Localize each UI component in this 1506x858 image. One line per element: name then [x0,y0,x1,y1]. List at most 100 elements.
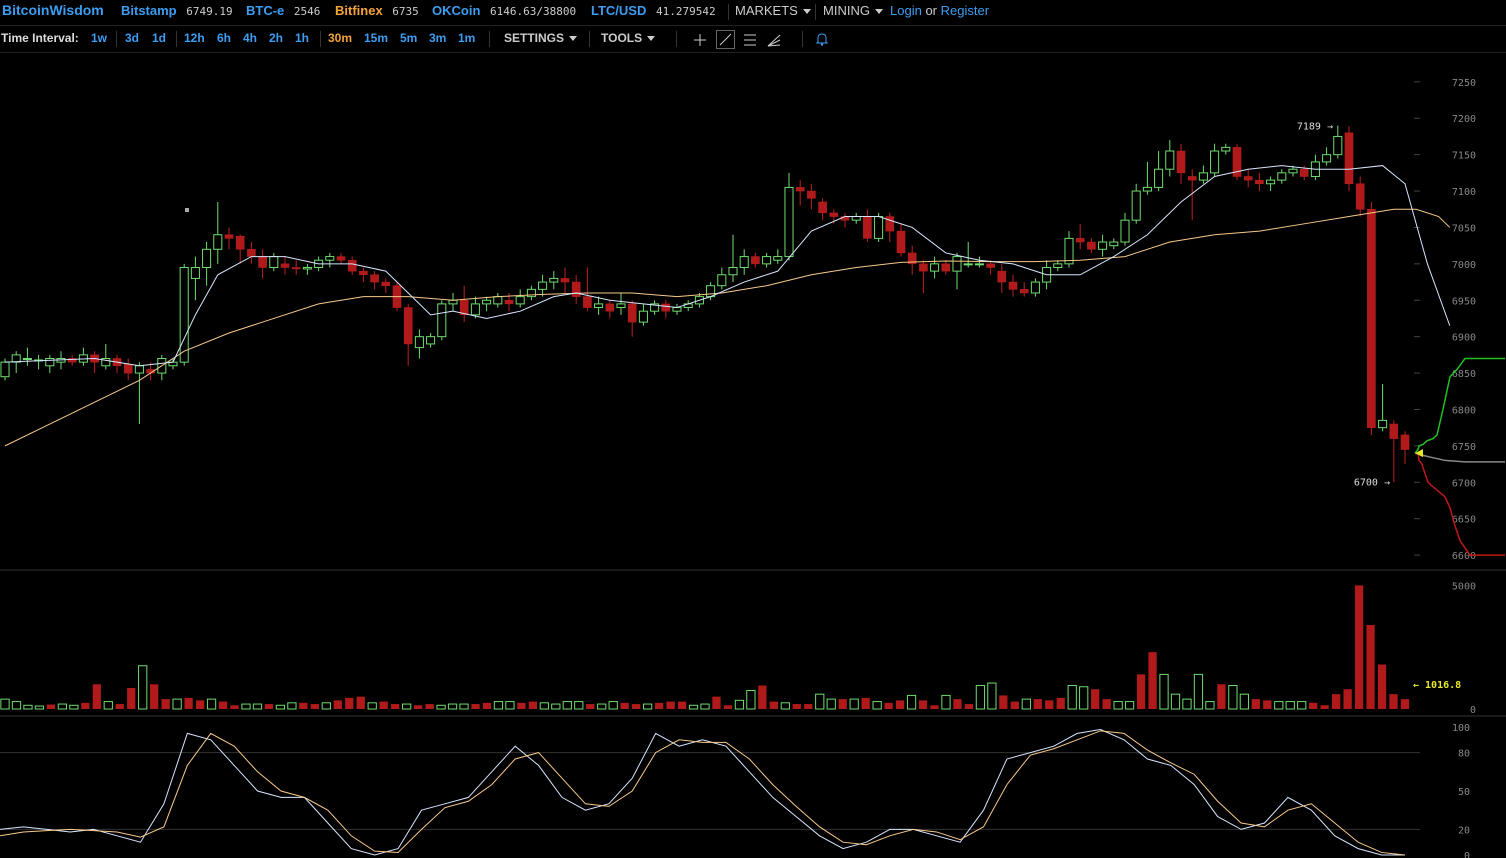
markets-menu[interactable]: MARKETS [735,3,811,18]
volume-bar-down [1045,700,1054,709]
ticker-btc-e[interactable]: BTC-e 2546 [246,3,320,18]
candle-body-up [414,336,424,349]
volume-bar-up [1239,693,1249,710]
stochastic-axis-tick-label: 20 [1458,825,1470,836]
volume-bar-down [964,704,974,709]
divider [489,31,490,47]
candle-body-up [325,256,335,261]
ticker-name: LTC/USD [591,3,647,18]
price-axis-tick-label: 7050 [1452,223,1476,234]
register-link[interactable]: Register [940,3,990,18]
volume-bar-down [230,705,239,709]
settings-label: SETTINGS [504,31,565,45]
volume-bar-down [1033,699,1042,709]
candle-body-down [235,235,245,250]
divider [320,31,321,47]
moving-average-slow-line [4,208,1451,447]
ticker-bitfinex[interactable]: Bitfinex 6735 [335,3,419,18]
volume-bar-up [987,682,997,710]
markets-label: MARKETS [735,3,798,18]
candle-body-up [851,216,861,221]
interval-12h[interactable]: 12h [184,31,205,45]
interval-3d[interactable]: 3d [125,31,140,45]
candle-body-up [739,256,749,268]
interval-3m[interactable]: 3m [429,31,447,45]
volume-bar-down [1217,684,1226,709]
price-axis-tick-label: 6850 [1452,369,1476,380]
volume-bar-down [884,702,893,709]
high-point-marker [185,208,189,212]
volume-bar-down [413,705,423,709]
volume-bar-down [1320,705,1329,709]
volume-bar-down [184,697,193,709]
candle-body-up [930,263,940,272]
volume-bar-down [379,701,388,709]
ticker-price: 2546 [293,5,321,18]
site-logo[interactable]: BitcoinWisdom [2,2,104,18]
volume-bar-up [1079,686,1089,710]
candle-body-up [963,263,973,266]
tools-label: TOOLS [601,31,643,45]
ticker-bitstamp[interactable]: Bitstamp 6749.19 [121,3,233,18]
interval-4h[interactable]: 4h [243,31,258,45]
interval-5m[interactable]: 5m [400,31,418,45]
candle-body-up [784,186,794,258]
interval-2h[interactable]: 2h [269,31,284,45]
volume-bar-up [436,704,446,710]
volume-bar-up [1113,701,1123,710]
ticker-name: Bitstamp [121,3,177,18]
or-text: or [925,3,937,18]
volume-bar-down [1102,699,1111,709]
volume-bar-down [666,701,675,709]
volume-bar-up [275,704,286,710]
horizontal-lines-icon[interactable] [742,32,758,48]
volume-bar-down [115,704,124,709]
price-axis-tick-label: 6650 [1452,515,1476,526]
price-axis-tick-label: 6750 [1452,442,1476,453]
price-axis-tick-label: 6600 [1452,551,1476,562]
interval-6h[interactable]: 6h [217,31,232,45]
candle-body-up [134,365,144,374]
candle-body-up [1266,179,1276,185]
volume-bar-up [815,693,825,710]
candle-body-down [829,212,839,217]
volume-bar-down [953,699,962,709]
volume-bar-up [138,665,148,710]
ticker-ltc-usd[interactable]: LTC/USD 41.279542 [591,3,716,18]
volume-bar-up [941,694,951,710]
volume-bar-down [804,704,813,709]
ticker-okcoin[interactable]: OKCoin 6146.63/38800 [432,3,576,18]
volume-bar-down [918,700,928,709]
candle-body-down [1075,238,1085,243]
interval-1d[interactable]: 1d [152,31,167,45]
interval-1h[interactable]: 1h [295,31,310,45]
volume-bar-down [1263,700,1272,709]
volume-bar-up [367,702,377,710]
trend-line-icon[interactable] [716,30,736,50]
ticker-name: OKCoin [432,3,481,18]
login-link[interactable]: Login [890,3,922,18]
candle-body-down [896,230,906,254]
volume-bar-down [391,704,400,709]
settings-menu[interactable]: SETTINGS [504,31,578,45]
ticker-name: BTC-e [246,3,285,18]
candle-body-down [605,303,615,312]
volume-bar-up [1124,701,1135,710]
volume-bar-up [252,703,263,710]
volume-bar-up [0,698,10,710]
interval-1w[interactable]: 1w [91,31,108,45]
tools-menu[interactable]: TOOLS [601,31,656,45]
crosshair-icon[interactable] [692,32,708,48]
fan-icon[interactable] [766,32,782,48]
interval-15m[interactable]: 15m [364,31,389,45]
mining-menu[interactable]: MINING [823,3,883,18]
candle-body-down [795,187,805,192]
candle-body-down [885,216,895,232]
interval-1m[interactable]: 1m [458,31,476,45]
low-annotation: 6700 → [1354,477,1390,488]
bell-icon[interactable] [814,31,830,47]
interval-30m[interactable]: 30m [328,31,353,45]
volume-bar-up [700,703,710,710]
volume-bar-down [1056,697,1065,709]
price-chart[interactable]: 7250 7200 7150 7100 7050 7000 6950 6900 6850 6800… [0,53,1506,858]
